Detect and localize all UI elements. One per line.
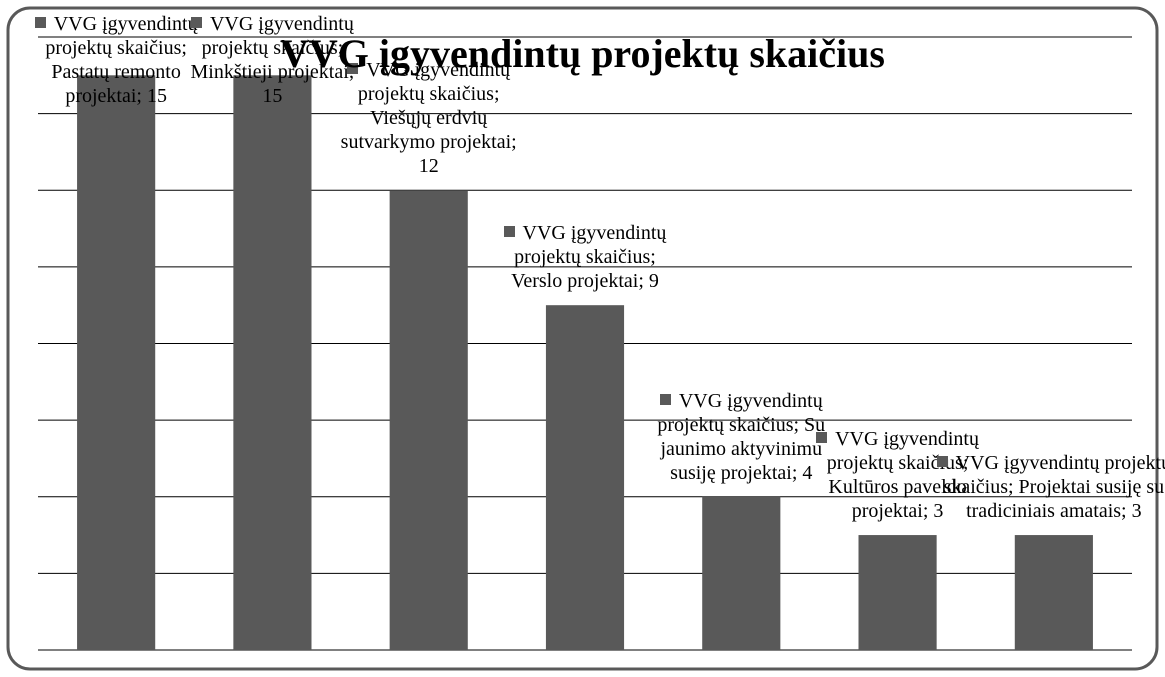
data-label: VVG įgyvendintų projektų skaičius; Kultū… bbox=[809, 427, 987, 523]
bar bbox=[545, 305, 625, 650]
data-label: VVG įgyvendintų projektų skaičius; Minkš… bbox=[183, 12, 361, 108]
data-label: VVG įgyvendintų projektų skaičius; Proje… bbox=[934, 451, 1165, 523]
data-label: VVG įgyvendintų projektų skaičius; Pasta… bbox=[27, 12, 205, 108]
bar bbox=[233, 75, 312, 650]
bar bbox=[702, 496, 781, 650]
bar bbox=[77, 75, 156, 650]
data-label: VVG įgyvendintų projektų skaičius; Su ja… bbox=[652, 389, 830, 485]
bar bbox=[1014, 535, 1093, 650]
bar bbox=[858, 535, 937, 650]
data-label: VVG įgyvendintų projektų skaičius; Viešų… bbox=[340, 59, 517, 178]
data-label: VVG įgyvendintų projektų skaičius; Versl… bbox=[496, 221, 674, 293]
bar bbox=[389, 190, 468, 650]
chart-title: VVG įgyvendintų projektų skaičius bbox=[280, 31, 885, 76]
